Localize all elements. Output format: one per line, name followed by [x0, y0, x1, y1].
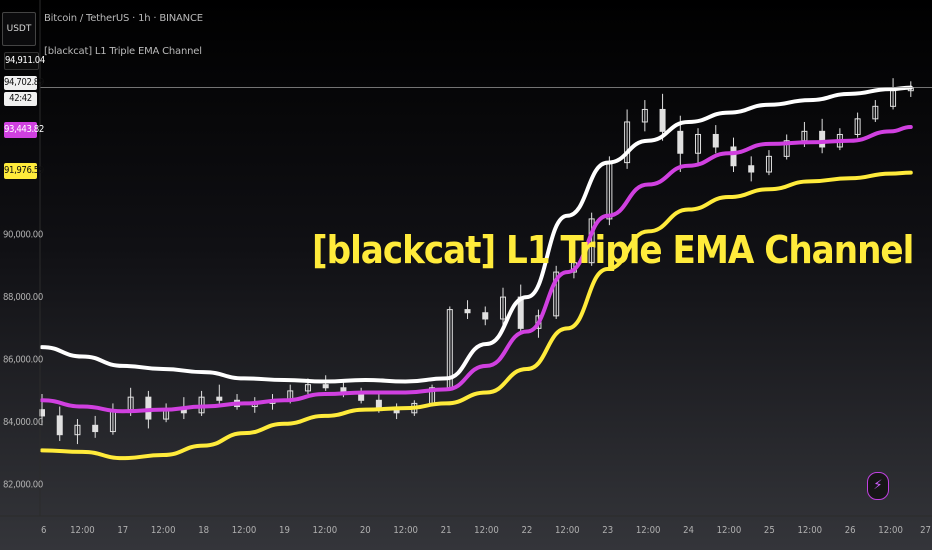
candle-body: [553, 271, 560, 317]
candle-body: [304, 384, 311, 392]
x-tick-label: 17: [117, 525, 128, 536]
x-tick-label: 12:00: [313, 525, 338, 536]
x-tick-label: 12:00: [151, 525, 176, 536]
candle-body: [216, 396, 223, 401]
candle-body: [659, 108, 666, 132]
candle-body: [854, 118, 861, 135]
mid-band-price-tag: 93,443.82: [4, 122, 44, 138]
instrument-title[interactable]: Bitcoin / TetherUS · 1h · BINANCE: [44, 13, 203, 24]
indicator-legend[interactable]: [blackcat] L1 Triple EMA Channel: [44, 46, 202, 57]
high-price-tag: 94,911.04: [4, 52, 45, 70]
x-tick-label: 12:00: [717, 525, 742, 536]
x-tick-label: 12:00: [797, 525, 822, 536]
x-tick-label: 27: [920, 525, 931, 536]
candle-body: [74, 424, 81, 436]
y-tick-label: 88,000.00: [3, 292, 43, 303]
overlay-title: [blackcat] L1 Triple EMA Channel: [312, 228, 914, 272]
candle-body: [464, 309, 471, 314]
candle-body: [641, 108, 648, 123]
x-tick-label: 12:00: [878, 525, 903, 536]
x-tick-label: 23: [602, 525, 613, 536]
candle-countdown: 42:42: [4, 92, 37, 106]
y-tick-label: 90,000.00: [3, 230, 43, 241]
x-tick-label: 18: [198, 525, 209, 536]
y-axis: 82,000.00 84,000.00 86,000.00 88,000.00 90,0…: [3, 230, 43, 491]
candle-body: [92, 424, 99, 433]
candle-body: [712, 133, 719, 148]
y-tick-label: 86,000.00: [3, 355, 43, 366]
x-tick-label: 19: [279, 525, 290, 536]
last-price-tag: 94,702.89: [4, 76, 44, 90]
lightning-icon[interactable]: ⚡: [867, 472, 889, 500]
candle-body: [677, 130, 684, 154]
low-band-price-tag: 91,976.59: [4, 163, 44, 179]
candle-body: [765, 155, 772, 173]
candle-body: [322, 384, 329, 389]
x-tick-label: 20: [360, 525, 371, 536]
y-tick-label: 82,000.00: [3, 480, 43, 491]
candle-body: [56, 415, 63, 436]
x-tick-label: 25: [764, 525, 775, 536]
symbol-button[interactable]: USDT: [2, 12, 36, 46]
candle-body: [783, 140, 790, 157]
x-tick-label: 26: [845, 525, 856, 536]
upper-band-line: [40, 85, 913, 384]
x-tick-label: 12:00: [70, 525, 95, 536]
mid-band-line: [40, 124, 913, 414]
candle-body: [748, 165, 755, 173]
x-tick-label: 12:00: [232, 525, 257, 536]
candle-body: [872, 105, 879, 120]
candle-body: [819, 130, 826, 148]
x-tick-label: 22: [521, 525, 532, 536]
y-tick-label: 84,000.00: [3, 417, 43, 428]
x-tick-label: 21: [441, 525, 452, 536]
candle-body: [624, 121, 631, 164]
x-tick-label: 12:00: [393, 525, 418, 536]
candle-body: [499, 296, 506, 320]
candle-body: [482, 312, 489, 320]
candle-body: [695, 133, 702, 154]
ema-bands: [40, 85, 913, 461]
candle-body: [730, 146, 737, 167]
x-tick-label: 12:00: [555, 525, 580, 536]
candle-body: [358, 393, 365, 401]
lower-band-line: [40, 170, 913, 461]
x-tick-label: 12:00: [474, 525, 499, 536]
x-axis: 6 12:00 17 12:00 18 12:00 19 12:00 20 12:00 21 12:0…: [41, 525, 931, 536]
x-tick-label: 24: [683, 525, 694, 536]
x-tick-label: 12:00: [636, 525, 661, 536]
x-tick-label: 6: [41, 525, 46, 536]
